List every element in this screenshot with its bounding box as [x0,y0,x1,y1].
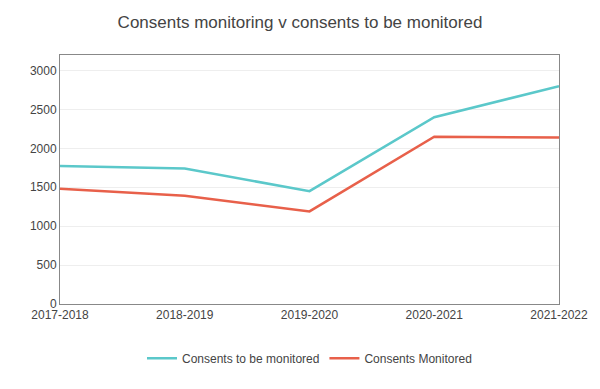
svg-text:1500: 1500 [30,180,57,194]
svg-text:500: 500 [37,258,57,272]
svg-text:2018-2019: 2018-2019 [156,308,214,322]
svg-text:Consents monitoring v consents: Consents monitoring v consents to be mon… [118,13,483,32]
svg-text:2500: 2500 [30,103,57,117]
svg-text:Consents to be monitored: Consents to be monitored [182,352,319,366]
svg-text:3000: 3000 [30,64,57,78]
svg-text:2000: 2000 [30,142,57,156]
svg-text:2020-2021: 2020-2021 [406,308,464,322]
svg-text:2021-2022: 2021-2022 [530,308,588,322]
svg-text:2017-2018: 2017-2018 [31,308,89,322]
svg-text:0: 0 [50,297,57,311]
svg-text:Consents Monitored: Consents Monitored [364,352,471,366]
svg-text:1000: 1000 [30,219,57,233]
svg-text:2019-2020: 2019-2020 [281,308,339,322]
